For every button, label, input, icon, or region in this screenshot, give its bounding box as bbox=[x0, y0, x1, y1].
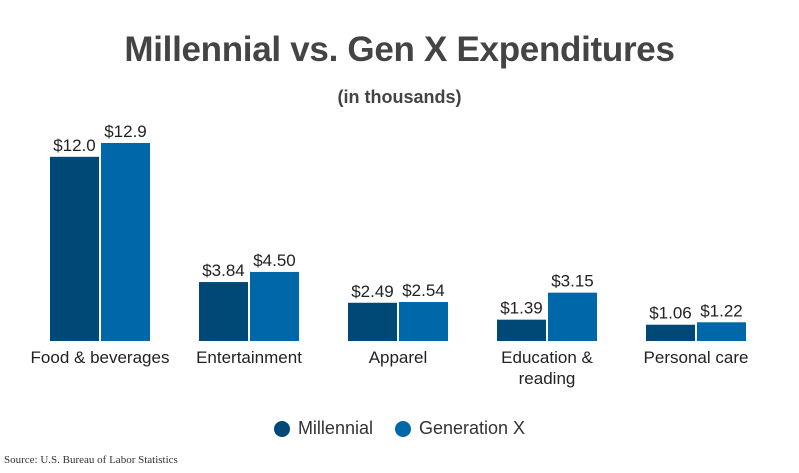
category-label: Education & reading bbox=[501, 348, 593, 388]
legend-item-millennial: Millennial bbox=[273, 418, 373, 439]
bar-generation-x-3 bbox=[548, 292, 597, 341]
chart-subtitle: (in thousands) bbox=[337, 87, 462, 107]
data-label: $1.39 bbox=[500, 299, 543, 318]
category-label: Apparel bbox=[369, 348, 428, 367]
bar-millennial-4 bbox=[646, 324, 695, 341]
data-label: $1.06 bbox=[649, 304, 692, 323]
data-label: $3.84 bbox=[202, 261, 245, 280]
data-label: $1.22 bbox=[700, 301, 743, 320]
category-label: Entertainment bbox=[196, 348, 302, 367]
data-label: $3.15 bbox=[551, 272, 594, 291]
data-label: $4.50 bbox=[253, 251, 296, 270]
bar-millennial-1 bbox=[199, 282, 248, 341]
category-label: Personal care bbox=[644, 348, 749, 367]
category-label: Food & beverages bbox=[31, 348, 170, 367]
legend-label: Millennial bbox=[297, 418, 373, 438]
bar-millennial-2 bbox=[348, 302, 397, 341]
legend-swatch bbox=[273, 420, 290, 437]
bar-generation-x-4 bbox=[697, 322, 746, 341]
bar-generation-x-1 bbox=[250, 271, 299, 341]
chart-title: Millennial vs. Gen X Expenditures bbox=[124, 30, 675, 69]
legend: Millennial Generation X bbox=[0, 418, 799, 439]
bar-generation-x-0 bbox=[101, 143, 150, 341]
bar-millennial-3 bbox=[497, 319, 546, 341]
data-label: $2.49 bbox=[351, 282, 394, 301]
data-label: $12.0 bbox=[53, 136, 96, 155]
legend-item-generation-x: Generation X bbox=[394, 418, 526, 439]
bar-millennial-0 bbox=[50, 156, 99, 341]
legend-label: Generation X bbox=[418, 418, 526, 438]
legend-swatch bbox=[394, 420, 411, 437]
data-label: $12.9 bbox=[104, 122, 147, 141]
bar-generation-x-2 bbox=[399, 302, 448, 341]
source-note: Source: U.S. Bureau of Labor Statistics bbox=[4, 454, 178, 466]
data-label: $2.54 bbox=[402, 281, 445, 300]
